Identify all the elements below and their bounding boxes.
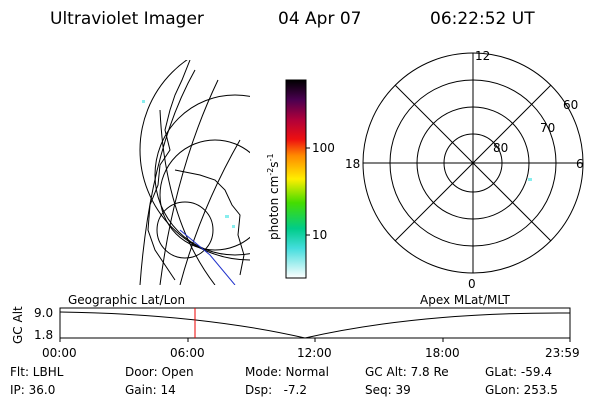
- polar-grid: [362, 52, 584, 274]
- info-field: GLon: 253.5: [485, 383, 558, 397]
- strip-title: Geographic Lat/Lon: [68, 293, 185, 307]
- axis-label: GC Alt: [11, 306, 25, 344]
- mlt-label: 18: [345, 157, 360, 171]
- time-tick-label: 18:00: [425, 346, 460, 360]
- alt-tick-label: 9.0: [34, 306, 53, 320]
- mlt-label: 6: [576, 157, 584, 171]
- info-field: Mode: Normal: [245, 365, 329, 379]
- label-part: -1: [266, 153, 275, 161]
- mlat-label: 80: [493, 141, 508, 155]
- info-field: Dsp: -7.2: [245, 383, 307, 397]
- strip-frame: [59, 307, 571, 339]
- mlat-label: 70: [540, 121, 555, 135]
- info: Flt: LBHL Door: Open Mode: Normal GC Alt: 7…: [10, 365, 558, 397]
- time-ticks: [59, 338, 571, 342]
- time-tick-label: 00:00: [42, 346, 77, 360]
- info-field: IP: 36.0: [10, 383, 55, 397]
- info-field: Flt: LBHL: [10, 365, 64, 379]
- info-field: Gain: 14: [125, 383, 176, 397]
- label-part: -2: [266, 168, 275, 176]
- colorbar-label: photon cm-2s-1: [266, 153, 281, 240]
- colorbar-tick-label: 10: [312, 228, 327, 242]
- time: 06:22:52 UT: [430, 9, 535, 29]
- mlt-label: 0: [468, 277, 476, 291]
- alt-tick-label: 1.8: [34, 328, 53, 342]
- time-tick-label: 06:00: [170, 346, 205, 360]
- title: Ultraviolet Imager: [50, 9, 204, 29]
- colorbar-tick-label: 100: [312, 141, 335, 155]
- info-field: Door: Open: [125, 365, 194, 379]
- mlt-label: 12: [475, 49, 490, 63]
- mlat-label: 60: [563, 98, 578, 112]
- time-tick-label: 23:59: [545, 346, 580, 360]
- speckles: [142, 100, 532, 228]
- info-field: Seq: 39: [365, 383, 411, 397]
- colorbar: [285, 79, 307, 279]
- info-field: GLat: -59.4: [485, 365, 552, 379]
- info-field: GC Alt: 7.8 Re: [365, 365, 449, 379]
- label-part: photon cm: [267, 176, 281, 240]
- strip-title: Apex MLat/MLT: [420, 293, 510, 307]
- altitude-curve: [59, 311, 571, 339]
- label-part: s: [267, 161, 281, 167]
- date: 04 Apr 07: [278, 9, 361, 29]
- map: [139, 60, 250, 285]
- time-tick-label: 12:00: [297, 346, 332, 360]
